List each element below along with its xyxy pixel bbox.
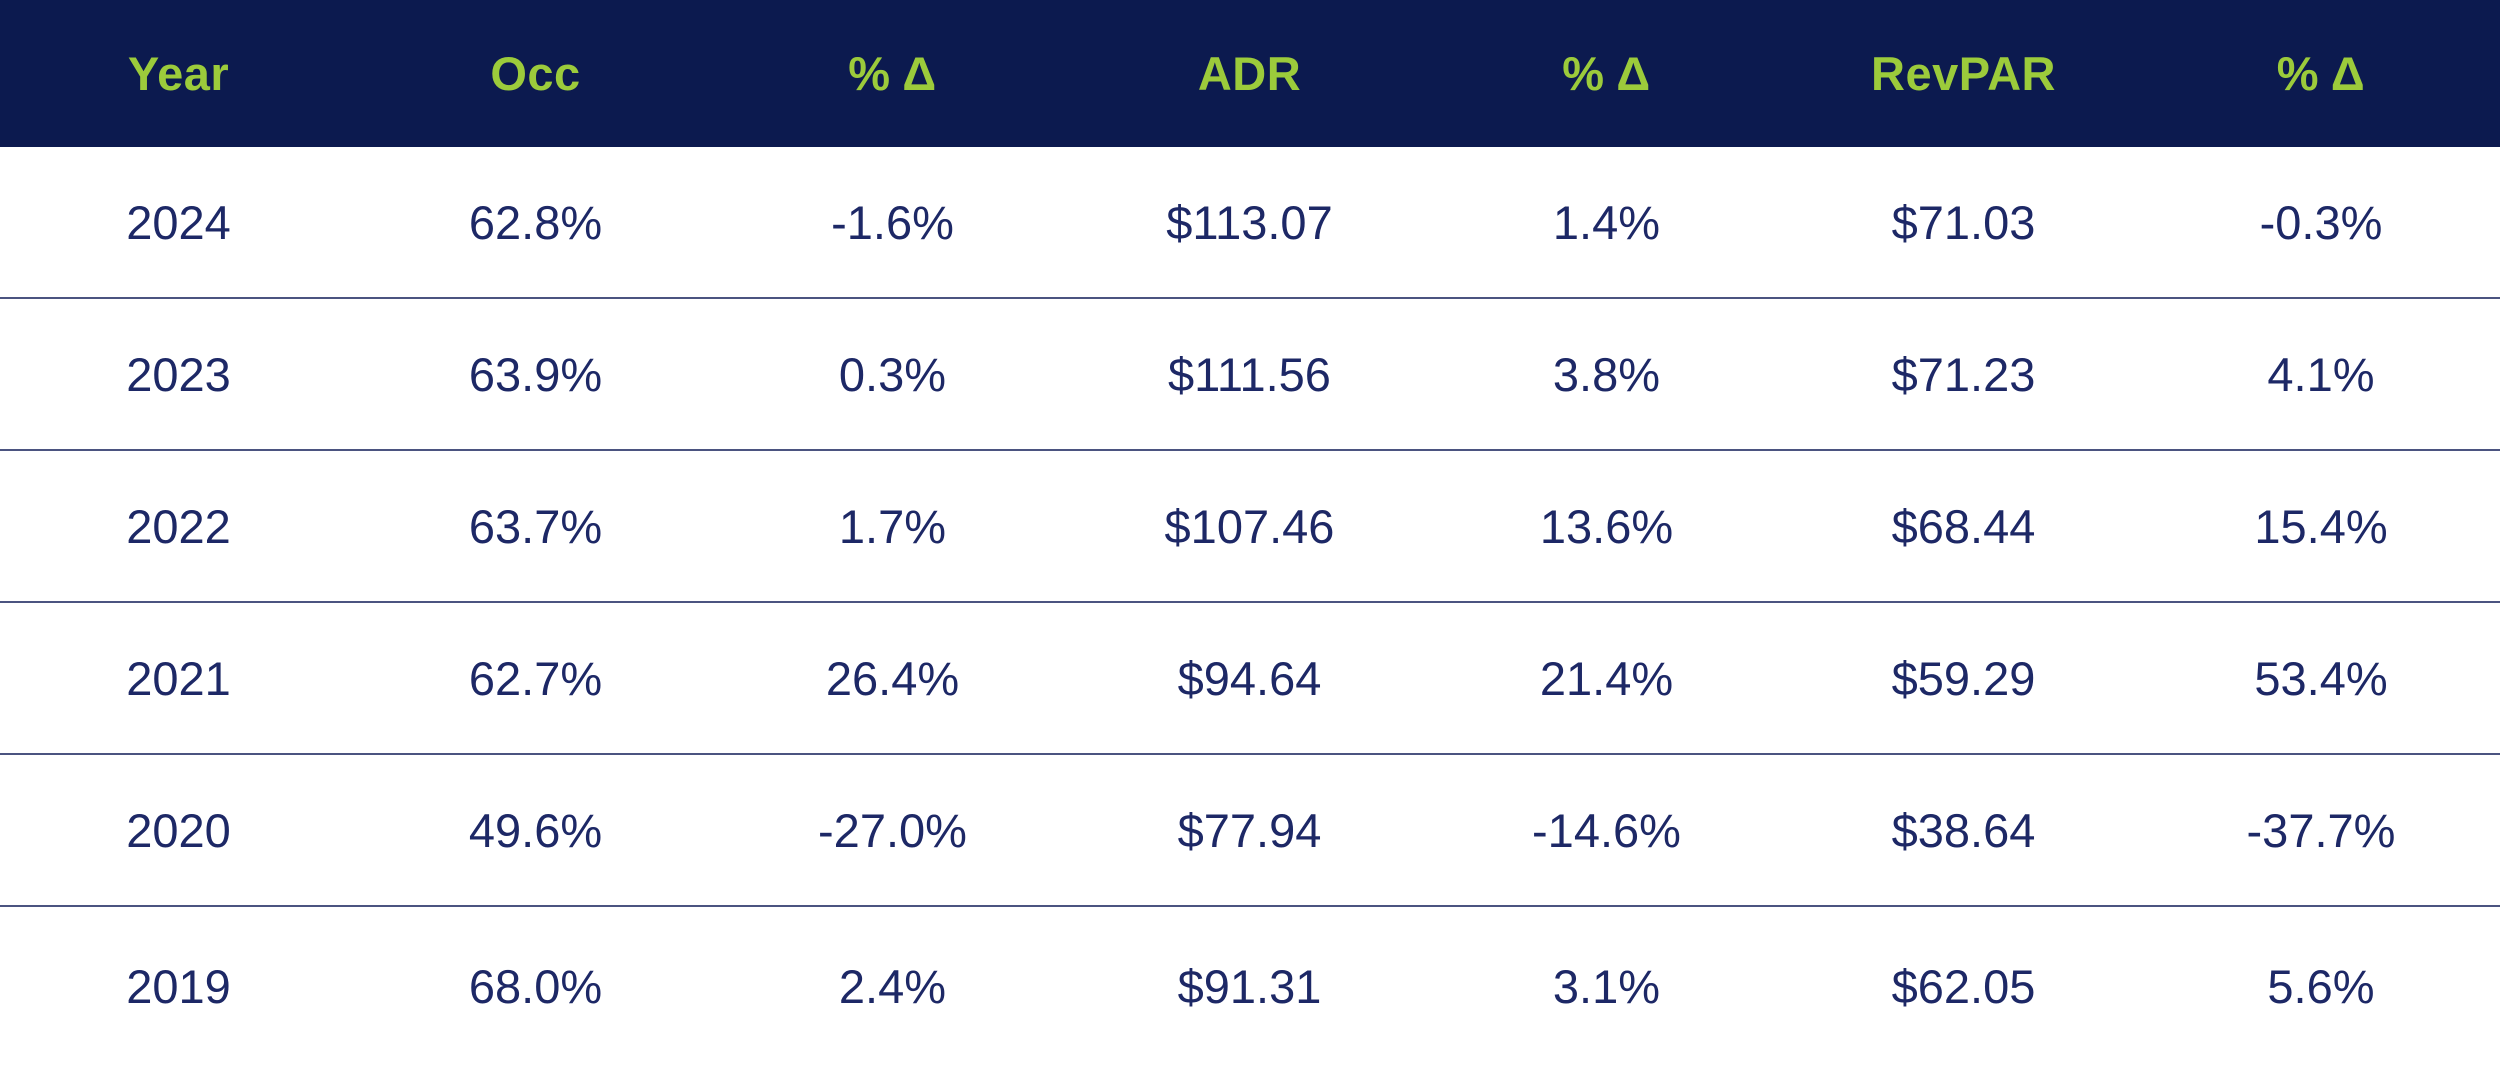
column-header-occ-change: % Δ bbox=[848, 47, 937, 100]
column-header-occ: Occ bbox=[490, 47, 581, 100]
adr-cell: $94.64 bbox=[1177, 651, 1322, 705]
adr-cell: $113.07 bbox=[1166, 195, 1333, 249]
adr-cell: $111.56 bbox=[1168, 347, 1331, 401]
occ-cell: 49.6% bbox=[468, 803, 603, 857]
occ-change-cell: -1.6% bbox=[831, 195, 954, 249]
occ-change-cell: 0.3% bbox=[838, 347, 947, 401]
table-row: 2024 62.8% -1.6% $113.07 1.4% $71.03 -0.3% bbox=[0, 147, 2500, 299]
occ-change-cell: 26.4% bbox=[825, 651, 960, 705]
occ-cell: 63.7% bbox=[468, 499, 603, 553]
year-cell: 2019 bbox=[126, 960, 231, 1013]
occ-change-cell: -27.0% bbox=[818, 803, 967, 857]
adr-cell: $91.31 bbox=[1177, 960, 1322, 1013]
year-cell: 2022 bbox=[126, 499, 231, 553]
column-header-adr-change: % Δ bbox=[1562, 47, 1651, 100]
table-row: 2022 63.7% 1.7% $107.46 13.6% $68.44 15.4% bbox=[0, 451, 2500, 603]
revpar-cell: $59.29 bbox=[1891, 651, 2036, 705]
adr-change-cell: 21.4% bbox=[1539, 651, 1674, 705]
revpar-cell: $68.44 bbox=[1891, 499, 2036, 553]
occ-change-cell: 1.7% bbox=[838, 499, 947, 553]
table-row: 2021 62.7% 26.4% $94.64 21.4% $59.29 53.4% bbox=[0, 603, 2500, 755]
occ-cell: 62.8% bbox=[468, 195, 603, 249]
revpar-change-cell: 4.1% bbox=[2267, 347, 2375, 401]
table-header: Year Occ % Δ ADR % Δ RevPAR % Δ bbox=[0, 0, 2500, 147]
column-header-revpar: RevPAR bbox=[1871, 47, 2056, 100]
revpar-cell: $71.03 bbox=[1891, 195, 2036, 249]
column-header-revpar-change: % Δ bbox=[2276, 47, 2366, 100]
revpar-change-cell: 15.4% bbox=[2254, 499, 2388, 553]
year-cell: 2024 bbox=[126, 195, 231, 249]
occ-change-cell: 2.4% bbox=[838, 960, 947, 1013]
adr-change-cell: 3.8% bbox=[1552, 347, 1661, 401]
table-row: 2019 68.0% 2.4% $91.31 3.1% $62.05 5.6% bbox=[0, 907, 2500, 1066]
table-body: 2024 62.8% -1.6% $113.07 1.4% $71.03 -0.3% 2023… bbox=[0, 147, 2500, 1068]
column-header-year: Year bbox=[127, 47, 230, 100]
table-row: 2020 49.6% -27.0% $77.94 -14.6% $38.64 -37.7% bbox=[0, 755, 2500, 907]
revpar-cell: $71.23 bbox=[1891, 347, 2036, 401]
adr-cell: $107.46 bbox=[1164, 499, 1335, 553]
revpar-change-cell: 53.4% bbox=[2254, 651, 2388, 705]
adr-change-cell: 13.6% bbox=[1539, 499, 1674, 553]
adr-cell: $77.94 bbox=[1177, 803, 1322, 857]
adr-change-cell: 3.1% bbox=[1552, 960, 1661, 1013]
table-row: 2023 63.9% 0.3% $111.56 3.8% $71.23 4.1% bbox=[0, 299, 2500, 451]
year-cell: 2021 bbox=[126, 651, 231, 705]
revpar-change-cell: -0.3% bbox=[2259, 195, 2383, 249]
revpar-change-cell: 5.6% bbox=[2267, 960, 2375, 1013]
column-header-adr: ADR bbox=[1197, 47, 1302, 100]
adr-change-cell: -14.6% bbox=[1532, 803, 1681, 857]
year-cell: 2020 bbox=[126, 803, 231, 857]
year-cell: 2023 bbox=[126, 347, 231, 401]
occ-cell: 63.9% bbox=[468, 347, 603, 401]
adr-change-cell: 1.4% bbox=[1552, 195, 1661, 249]
occ-cell: 62.7% bbox=[468, 651, 603, 705]
revpar-cell: $38.64 bbox=[1891, 803, 2036, 857]
occ-cell: 68.0% bbox=[468, 960, 603, 1013]
revpar-cell: $62.05 bbox=[1891, 960, 2036, 1013]
revpar-change-cell: -37.7% bbox=[2246, 803, 2396, 857]
